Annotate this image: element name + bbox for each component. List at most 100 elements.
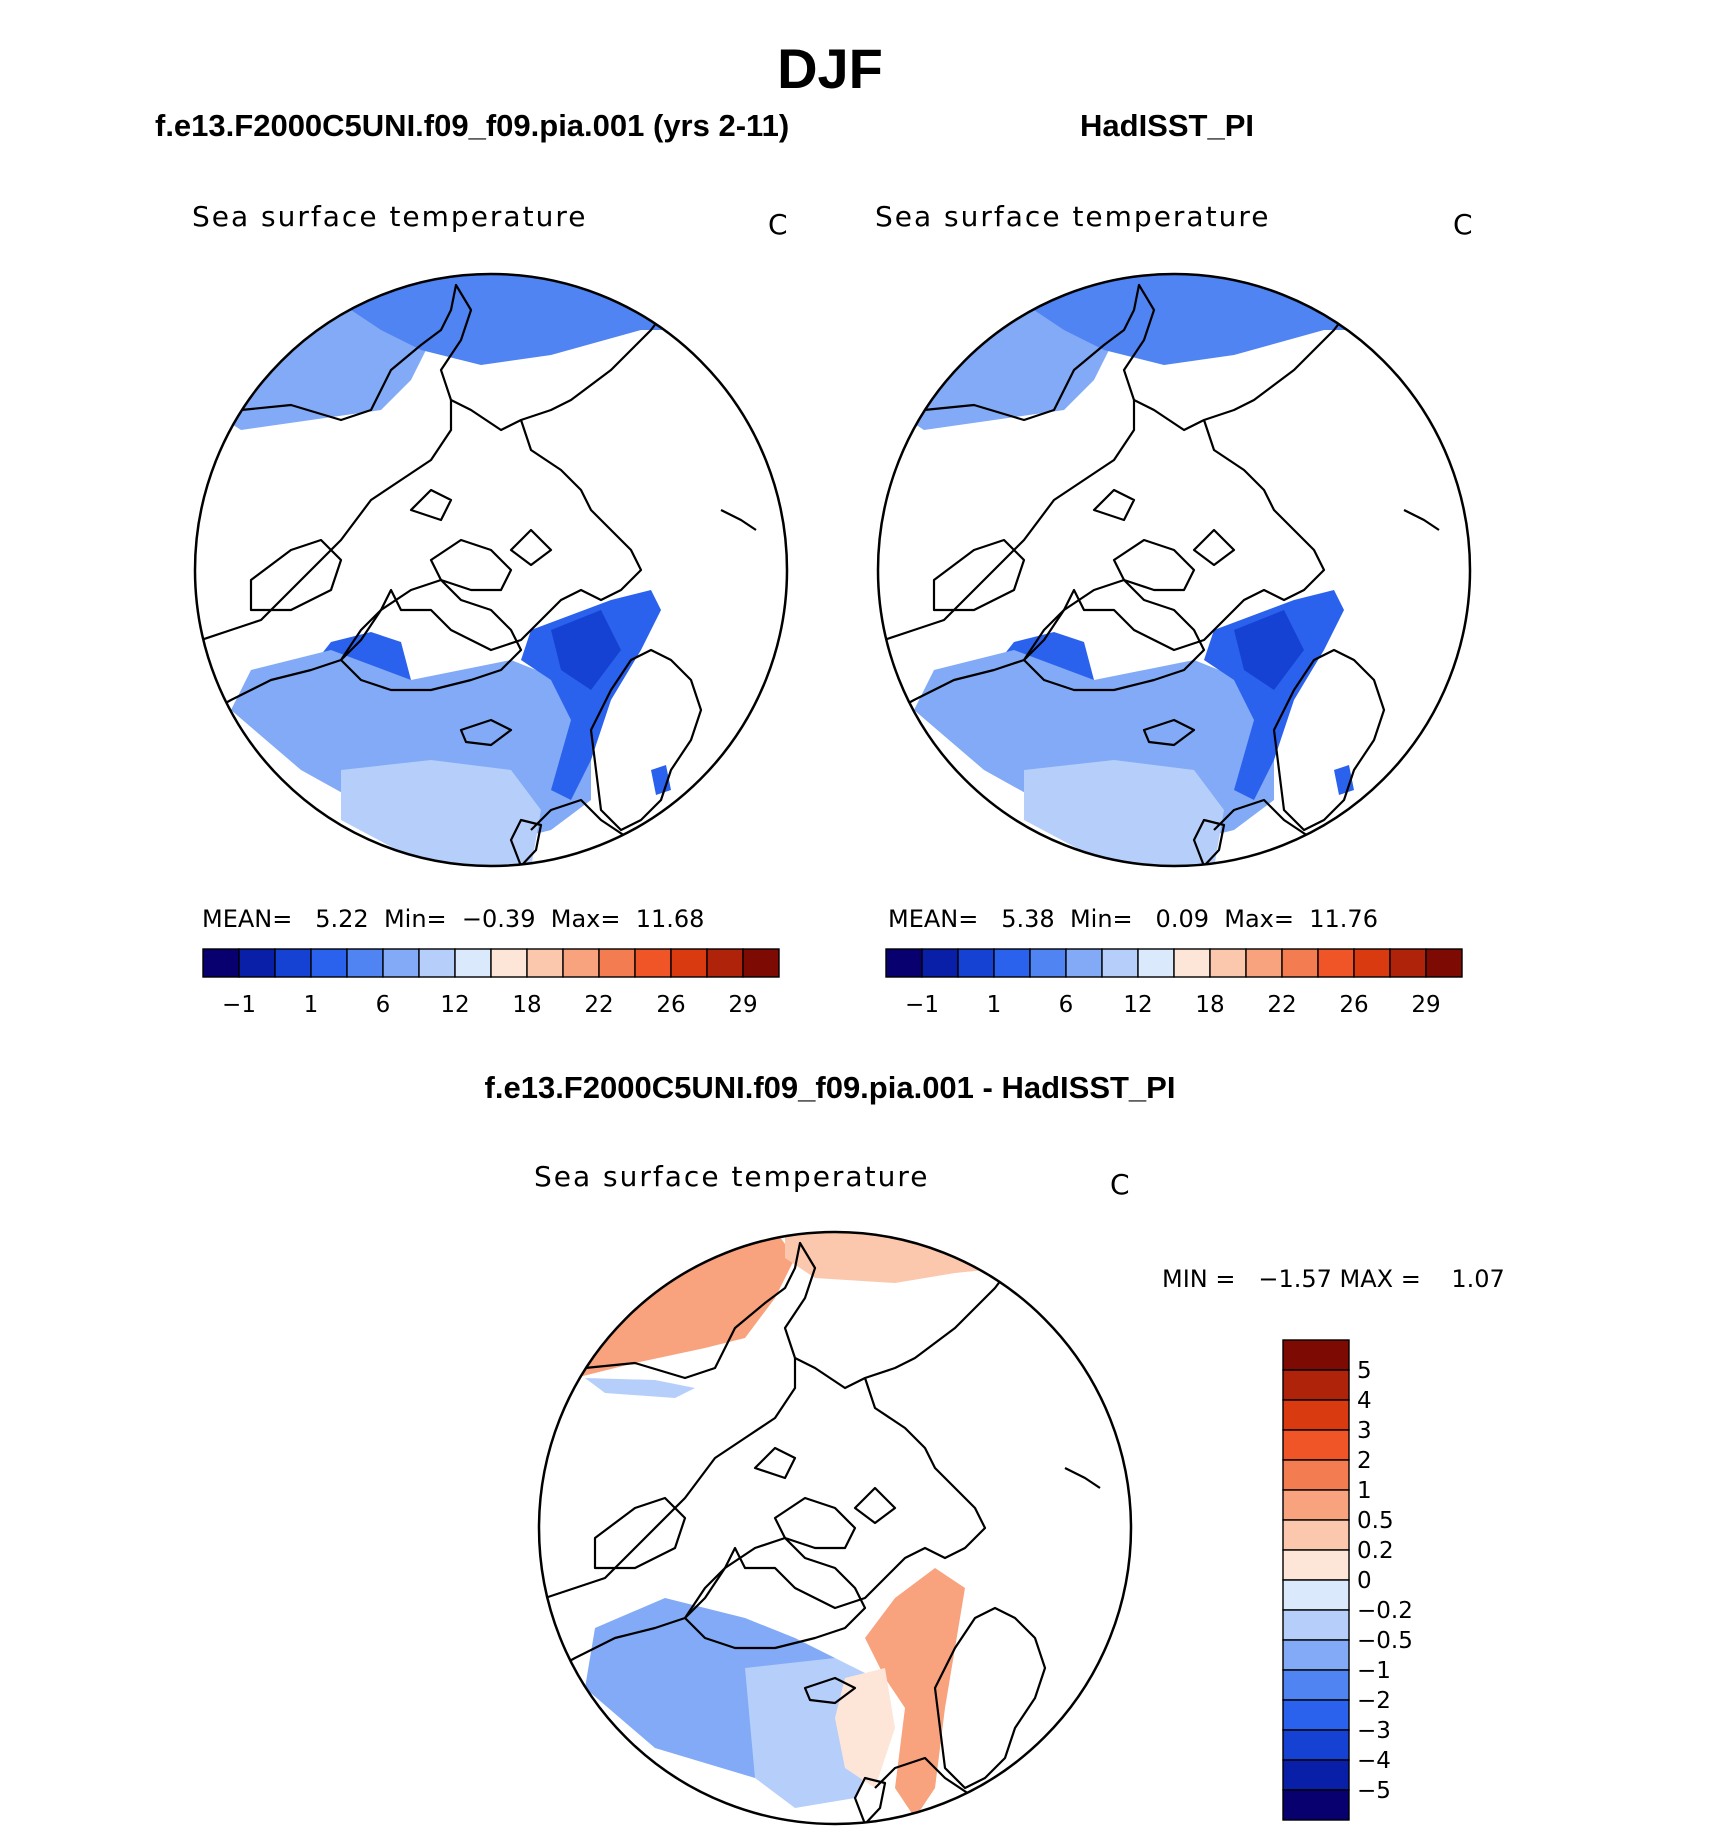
coastline-north-america [195, 419, 643, 721]
colorbar-swatch [562, 948, 600, 978]
colorbar-swatch [1389, 948, 1427, 978]
coastline-britain [853, 1776, 887, 1824]
colorbar-swatch [1282, 1609, 1350, 1641]
coastline-asia [878, 274, 1375, 432]
panel1-unit-label: C [768, 208, 788, 241]
colorbar-tick-label: 0.5 [1357, 1508, 1394, 1534]
colorbar-swatch [382, 948, 420, 978]
colorbar-swatch [1425, 948, 1463, 978]
colorbar-swatch [1282, 1489, 1350, 1521]
max-label: Max= [1224, 905, 1294, 933]
colorbar-swatch [202, 948, 240, 978]
mean-value: 5.22 [315, 905, 369, 933]
sst-region-na-12 [1024, 760, 1224, 866]
coastline-canadian-archipelago [753, 1446, 897, 1550]
colorbar-swatch [1317, 948, 1355, 978]
colorbar-tick-label: 22 [1267, 992, 1296, 1018]
colorbar-swatch [1282, 1429, 1350, 1461]
diff-region-nordic-05 [835, 1668, 895, 1788]
coastline-north-america [539, 1377, 987, 1679]
coastline-canadian-archipelago [409, 488, 553, 592]
colorbar-tick-label: 6 [376, 992, 391, 1018]
mean-label: MEAN= [888, 905, 979, 933]
colorbar-tick-label: −1 [222, 992, 256, 1018]
coastline-scandinavia [589, 648, 703, 832]
colorbar-swatch [670, 948, 708, 978]
colorbar-swatch [1282, 1579, 1350, 1611]
colorbar-swatch [598, 948, 636, 978]
colorbar-tick-label: −4 [1357, 1748, 1391, 1774]
colorbar-tick-label: −1 [1357, 1658, 1391, 1684]
min-label: Min= [1069, 905, 1133, 933]
colorbar-swatch [1282, 1729, 1350, 1761]
colorbar-swatch [1282, 1339, 1350, 1371]
coastline-iceland [459, 718, 513, 747]
colorbar-swatch [885, 948, 923, 978]
colorbar-tick-label: 1 [1357, 1478, 1372, 1504]
panel2-case-title: HadISST_PI [1080, 108, 1254, 143]
sst-region-bering [671, 290, 721, 330]
colorbar-swatch [1282, 1759, 1350, 1791]
coastline-hudson [932, 538, 1026, 612]
colorbar-tick-label: 12 [1123, 992, 1152, 1018]
coastline-iceland [803, 1676, 857, 1705]
colorbar-swatch [1245, 948, 1283, 978]
colorbar-swatch [1282, 1399, 1350, 1431]
colorbar-tick-label: 29 [728, 992, 757, 1018]
colorbar-swatch [1029, 948, 1067, 978]
coastline-kamchatka [1064, 1467, 1101, 1489]
colorbar-tick-label: 12 [440, 992, 469, 1018]
coastline-siberia [200, 400, 453, 642]
panel1-stats: MEAN= 5.22 Min= −0.39 Max= 11.68 [202, 905, 704, 933]
diff-unit-label: C [1110, 1168, 1130, 1201]
sst-region-na-12 [341, 760, 541, 866]
coastline-britain [509, 818, 543, 866]
panel2-polar-map [876, 272, 1472, 868]
colorbar-swatch [490, 948, 528, 978]
panel2-variable-label: Sea surface temperature [875, 200, 1271, 233]
panel2-stats: MEAN= 5.38 Min= 0.09 Max= 11.76 [888, 905, 1378, 933]
colorbar-swatch [238, 948, 276, 978]
colorbar-swatch [1281, 948, 1319, 978]
min-value: −0.39 [461, 905, 536, 933]
colorbar-swatch [1173, 948, 1211, 978]
colorbar-swatch [1282, 1639, 1350, 1671]
colorbar-swatch [1282, 1549, 1350, 1581]
colorbar-tick-label: 26 [656, 992, 685, 1018]
coastline-britain [1192, 818, 1226, 866]
coastline-alaska [1034, 1277, 1116, 1349]
colorbar-tick-label: 3 [1357, 1418, 1372, 1444]
diff-case-title: f.e13.F2000C5UNI.f09_f09.pia.001 - HadIS… [484, 1070, 1176, 1105]
colorbar-swatch [1282, 1459, 1350, 1491]
panel1-variable-label: Sea surface temperature [192, 200, 588, 233]
colorbar-swatch [993, 948, 1031, 978]
colorbar-swatch [346, 948, 384, 978]
colorbar-tick-label: 0.2 [1357, 1538, 1394, 1564]
colorbar-swatch [1137, 948, 1175, 978]
coastline-siberia [883, 400, 1136, 642]
diff-colorbar: 5 4 3 2 1 0.5 0.2 0 −0.2 −0.5 −1 −2 −3 −4 −5 [1282, 1339, 1413, 1821]
coastline-greenland [339, 578, 523, 692]
colorbar-tick-label: −0.5 [1357, 1628, 1413, 1654]
colorbar-swatch [957, 948, 995, 978]
coastline-asia [195, 274, 692, 432]
colorbar-tick-label: −1 [905, 992, 939, 1018]
colorbar-swatch [310, 948, 348, 978]
panel1-case-title: f.e13.F2000C5UNI.f09_f09.pia.001 (yrs 2-… [155, 108, 790, 143]
coastline-siberia [544, 1358, 797, 1600]
figure-title: DJF [777, 37, 883, 100]
mean-value: 5.38 [1001, 905, 1055, 933]
sst-region-norwegian-2 [1234, 610, 1304, 690]
coastline-alaska [690, 319, 772, 391]
colorbar-swatch [526, 948, 564, 978]
diff-region-nordic-pos [865, 1568, 965, 1818]
max-value: 11.76 [1309, 905, 1378, 933]
colorbar-tick-label: −3 [1357, 1718, 1391, 1744]
coastline-hudson [249, 538, 343, 612]
colorbar-tick-label: 4 [1357, 1388, 1372, 1414]
coastline-alaska [1373, 319, 1455, 391]
diff-polar-map [537, 1230, 1133, 1826]
colorbar-swatch [742, 948, 780, 978]
colorbar-swatch [454, 948, 492, 978]
colorbar-swatch [1282, 1789, 1350, 1821]
